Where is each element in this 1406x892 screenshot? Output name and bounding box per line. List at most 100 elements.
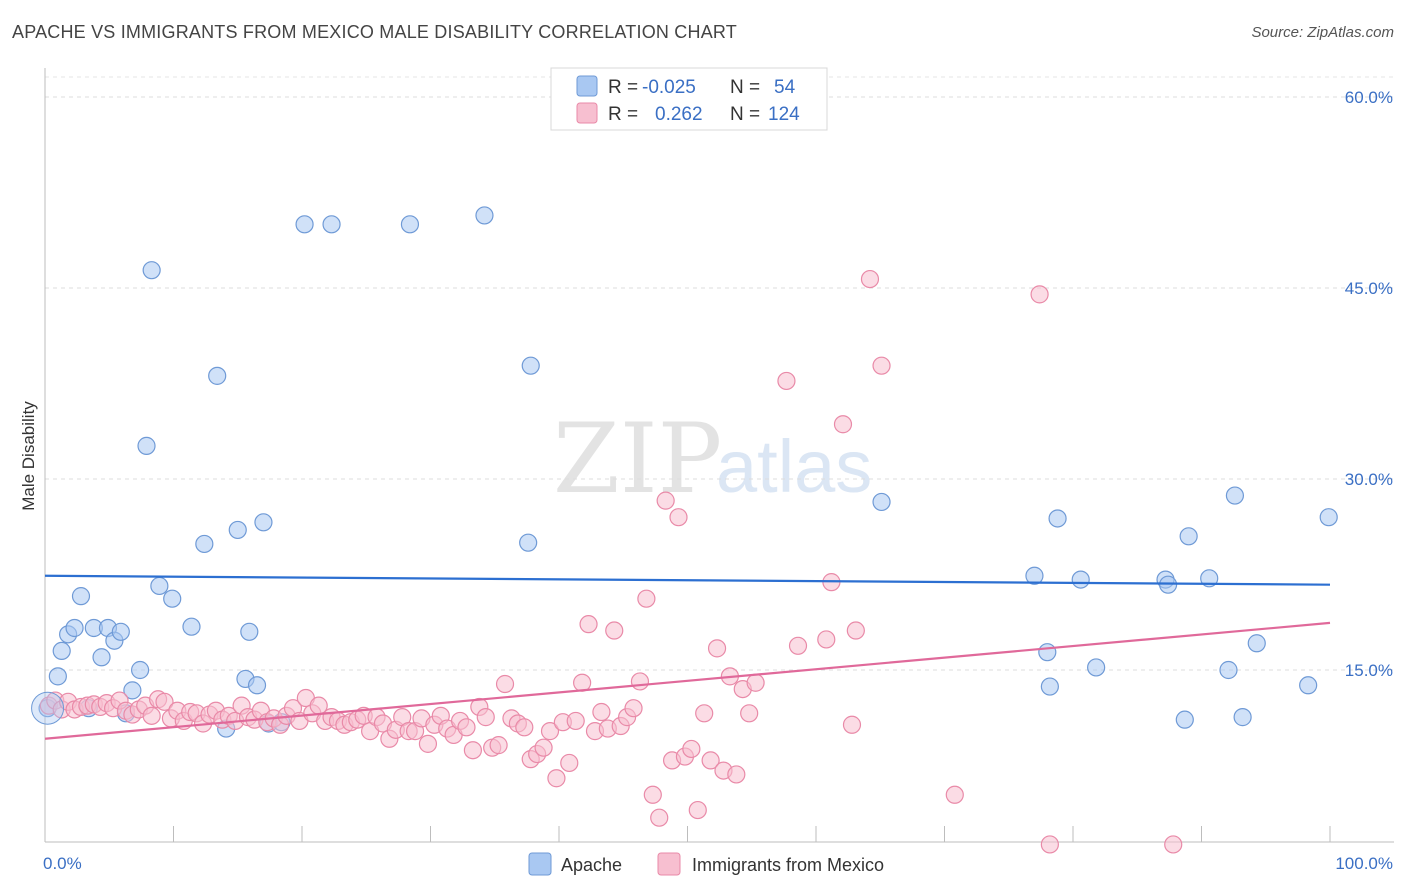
data-point: [833, 415, 853, 434]
data-point: [48, 667, 67, 686]
legend-n-label-apache: N =: [730, 77, 760, 98]
chart-source: Source: ZipAtlas.com: [1251, 24, 1394, 41]
data-point: [92, 648, 111, 667]
data-point: [1179, 527, 1198, 546]
data-point: [872, 356, 891, 375]
data-point: [1200, 569, 1219, 588]
data-point: [592, 702, 611, 722]
trendlines: [44, 574, 1331, 740]
series-legend-swatch-apache: [528, 852, 552, 876]
series-legend-label-apache: Apache: [561, 855, 622, 875]
legend-n-value-apache: 54: [774, 77, 796, 98]
data-point: [1219, 660, 1238, 680]
data-point: [1225, 486, 1245, 505]
data-point: [247, 676, 267, 695]
data-point: [31, 691, 65, 725]
data-point: [777, 371, 796, 391]
data-point: [817, 630, 836, 649]
series-legend-swatch-mexico: [657, 852, 681, 876]
y-axis-title: Male Disability: [19, 401, 38, 511]
data-point: [872, 492, 891, 512]
data-point: [701, 751, 720, 770]
data-point: [1048, 509, 1067, 528]
series-points: [31, 206, 1338, 854]
data-point: [155, 692, 174, 711]
data-point: [137, 436, 156, 455]
data-point: [457, 718, 476, 737]
series-legend: Apache Immigrants from Mexico: [528, 852, 884, 876]
data-point: [740, 704, 759, 723]
data-point: [669, 508, 688, 527]
data-point: [71, 587, 91, 606]
data-point: [322, 215, 341, 234]
data-point: [475, 206, 494, 225]
data-point: [846, 621, 865, 640]
trendline-mexico: [44, 621, 1331, 740]
data-point: [746, 673, 765, 692]
data-point: [163, 589, 182, 608]
data-point: [52, 641, 71, 661]
data-point: [521, 356, 540, 375]
data-point: [1071, 570, 1090, 589]
data-point: [579, 615, 598, 634]
legend-r-value-apache: -0.025: [642, 77, 696, 98]
x-tick-labels: 0.0% 100.0%: [43, 854, 1393, 873]
data-point: [1233, 708, 1252, 727]
data-point: [130, 660, 150, 680]
y-tick-label: 60.0%: [1345, 88, 1393, 107]
series-legend-label-mexico: Immigrants from Mexico: [692, 855, 884, 875]
data-point: [295, 215, 314, 234]
correlation-legend: R = -0.025 N = 54 R = 0.262 N = 124: [550, 67, 828, 131]
data-point: [1247, 634, 1266, 653]
data-point: [727, 765, 746, 784]
data-point: [150, 576, 169, 596]
data-point: [123, 681, 142, 700]
data-point: [489, 736, 508, 755]
data-point: [1038, 643, 1057, 662]
legend-swatch-apache: [576, 75, 598, 97]
data-point: [630, 672, 650, 691]
data-point: [182, 617, 201, 636]
data-point: [945, 785, 964, 804]
data-point: [240, 622, 259, 641]
data-point: [560, 753, 579, 773]
data-point: [142, 706, 161, 725]
data-point: [573, 673, 592, 692]
data-point: [707, 639, 727, 658]
data-point: [1175, 710, 1194, 729]
data-point: [860, 269, 880, 289]
data-point: [1319, 508, 1338, 527]
y-tick-labels: 15.0% 30.0% 45.0% 60.0%: [1345, 88, 1393, 680]
data-point: [842, 715, 862, 734]
data-point: [540, 722, 560, 741]
data-point: [637, 589, 656, 608]
y-tick-label: 30.0%: [1345, 470, 1393, 489]
x-tick-label: 100.0%: [1335, 854, 1393, 873]
watermark-zip: ZIP: [553, 403, 722, 515]
y-tick-label: 45.0%: [1345, 279, 1393, 298]
data-point: [515, 718, 534, 737]
data-point: [643, 785, 662, 804]
data-point: [605, 621, 624, 640]
data-point: [566, 711, 585, 731]
data-point: [208, 366, 227, 385]
data-point: [463, 741, 483, 760]
data-point: [650, 808, 669, 827]
series-mexico: [39, 269, 1183, 854]
data-point: [688, 800, 707, 820]
y-tick-label: 15.0%: [1345, 661, 1393, 680]
data-point: [1164, 835, 1183, 854]
watermark-atlas: atlas: [716, 425, 872, 508]
trendline-apache: [44, 574, 1331, 586]
data-point: [495, 674, 515, 694]
data-point: [254, 513, 273, 532]
watermark: ZIP atlas: [553, 403, 872, 515]
data-point: [476, 708, 495, 727]
legend-r-label-mexico: R =: [608, 104, 638, 125]
x-tick-label: 0.0%: [43, 854, 82, 873]
data-point: [195, 534, 214, 554]
legend-n-label-mexico: N =: [730, 104, 760, 125]
legend-r-label-apache: R =: [608, 77, 638, 98]
legend-n-value-mexico: 124: [768, 104, 800, 125]
